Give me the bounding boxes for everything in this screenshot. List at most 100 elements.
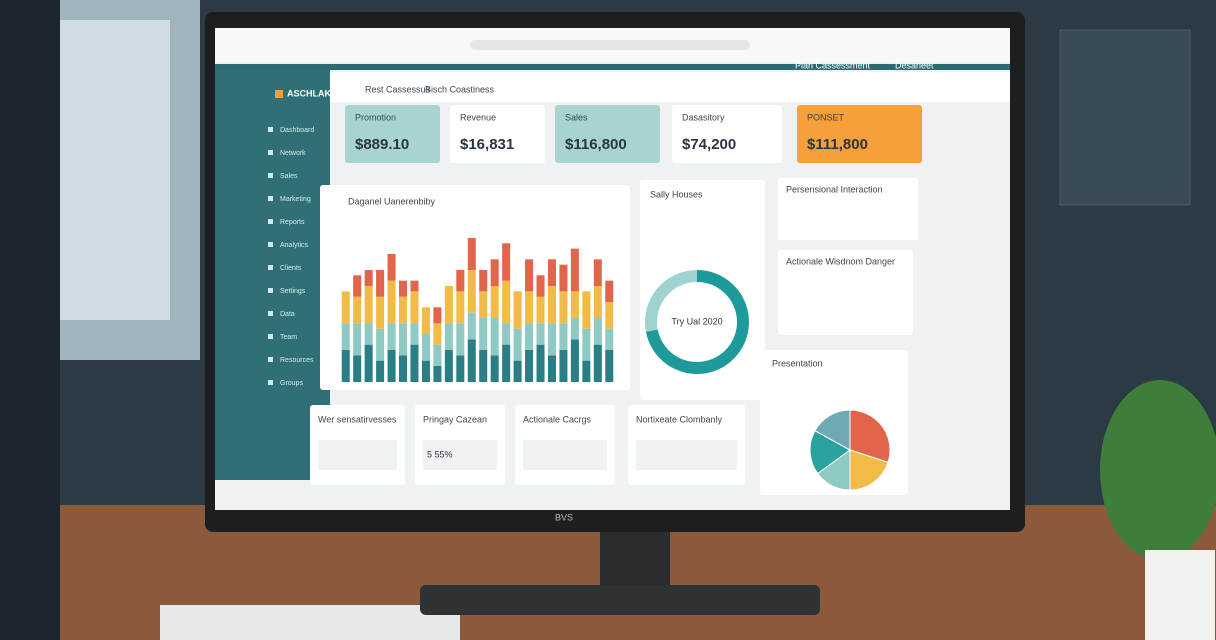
card (345, 105, 440, 163)
top-right-item: Plan Cassessment (795, 60, 871, 70)
pie-slice (849, 449, 889, 491)
bar-segment (547, 323, 556, 356)
bar-segment (399, 355, 408, 382)
sidebar-item: Settings (280, 288, 306, 295)
bar-segment (341, 323, 350, 350)
nav-icon (268, 219, 273, 224)
nav-icon (268, 380, 273, 385)
bar-segment (456, 323, 465, 356)
keyboard (160, 605, 460, 640)
app-topline (215, 64, 1010, 70)
bottom-card-box (318, 440, 397, 470)
bar-segment (387, 323, 396, 350)
bar-segment (536, 275, 545, 297)
bar-segment (605, 302, 614, 329)
card (555, 105, 660, 163)
sidebar-item: Network (280, 150, 306, 157)
sidebar-item: Team (280, 334, 297, 341)
bar-segment (513, 360, 522, 382)
sidebar-item: Sales (280, 173, 298, 180)
sidebar-item: Clients (280, 265, 302, 272)
bar-segment (513, 291, 522, 329)
bar-segment (341, 291, 350, 324)
card (450, 105, 545, 163)
app-header (330, 72, 1010, 102)
bar-segment (593, 286, 602, 318)
bar-segment (502, 280, 511, 324)
bar-segment (479, 350, 488, 382)
bar-segment (387, 254, 396, 281)
nav-icon (268, 127, 273, 132)
sidebar-item: Analytics (280, 242, 309, 249)
bar-segment (421, 334, 430, 361)
monitor-brand: BVS (555, 512, 573, 522)
bar-segment (433, 366, 442, 382)
bottom-card-title: Wer sensatirvesses (318, 414, 397, 424)
top-nav-item: Rest Cassessus (365, 84, 431, 94)
pie-slice (809, 430, 851, 475)
bar-segment (525, 350, 534, 382)
bar-segment (525, 323, 534, 350)
bar-segment (387, 350, 396, 382)
nav-icon (268, 311, 273, 316)
kpi-label: Dasasitory (682, 112, 725, 122)
bar-segment (490, 259, 499, 286)
bottom-card-box (636, 440, 737, 470)
top-nav-item: Bisch Coastiness (425, 84, 495, 94)
bar-segment (605, 280, 614, 302)
bar-segment (387, 280, 396, 324)
bar-segment (376, 328, 385, 361)
bar-segment (559, 264, 568, 292)
bar-segment (525, 291, 534, 324)
donut-title: Sally Houses (650, 189, 703, 199)
bar-segment (547, 286, 556, 324)
info-card-title: Actionale Wisdnom Danger (786, 256, 895, 266)
bar-segment (570, 318, 579, 340)
sidebar-item: Reports (280, 219, 305, 226)
bar-segment (444, 350, 453, 382)
bar-segment (353, 296, 362, 324)
donut-slice (644, 270, 697, 332)
bar-segment (421, 307, 430, 334)
top-right-item: Desaneet (895, 60, 934, 70)
bar-segment (341, 350, 350, 382)
bar-segment (570, 339, 579, 382)
bar-segment (490, 286, 499, 318)
brand: ASCHLAKT (287, 88, 337, 98)
bar-segment (467, 238, 476, 270)
card (672, 105, 782, 163)
bar-segment (410, 291, 419, 324)
sidebar-item: Groups (280, 380, 303, 387)
kpi-value: $74,200 (682, 136, 736, 153)
bar-segment (399, 296, 408, 324)
bar-segment (467, 270, 476, 313)
nav-icon (268, 196, 273, 201)
bar-segment (399, 280, 408, 297)
bar-segment (605, 350, 614, 382)
bar-segment (433, 344, 442, 366)
nav-icon (268, 288, 273, 293)
person (0, 0, 60, 640)
card (778, 178, 918, 240)
bar-segment (582, 328, 591, 361)
wall-frame (1059, 29, 1191, 206)
bar-segment (593, 344, 602, 382)
bar-segment (456, 270, 465, 292)
bar-segment (582, 291, 591, 329)
bar-segment (364, 344, 373, 382)
sidebar-item: Marketing (280, 196, 311, 203)
bar-segment (353, 355, 362, 382)
kpi-value: $16,831 (460, 136, 514, 153)
bottom-card-title: Pringay Cazean (423, 414, 487, 424)
bar-segment (525, 259, 534, 292)
bar-segment (559, 323, 568, 350)
pot (1145, 550, 1215, 640)
info-card-title: Persensional Interaction (786, 184, 883, 194)
kpi-label: Promotion (355, 112, 396, 122)
sidebar-item: Dashboard (280, 127, 314, 134)
bar-segment (456, 291, 465, 324)
monitor-base (420, 585, 820, 615)
kpi-value: $111,800 (807, 136, 868, 153)
bar-segment (490, 355, 499, 382)
